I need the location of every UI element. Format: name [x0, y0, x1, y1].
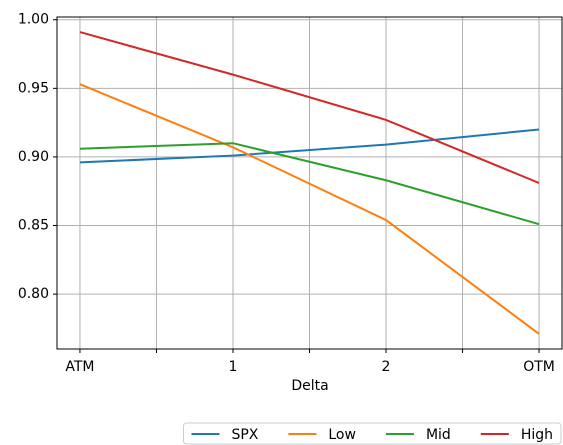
- legend-box: [182, 422, 562, 445]
- legend-item: Mid: [385, 427, 451, 443]
- line: [79, 31, 540, 184]
- line: [79, 128, 540, 164]
- y-tick-label: 0.90: [18, 149, 49, 165]
- x-tick-label: 2: [382, 359, 391, 375]
- legend: SPX Low Mid High: [182, 422, 562, 445]
- x-tick-label: OTM: [523, 359, 555, 375]
- x-tick-label: ATM: [65, 359, 94, 375]
- legend-item: High: [480, 427, 553, 443]
- legend-label: Mid: [426, 427, 451, 443]
- legend-label: SPX: [231, 427, 258, 443]
- y-tick-label: 0.95: [18, 80, 49, 96]
- line: [79, 142, 540, 226]
- line: [79, 83, 540, 335]
- x-axis-label: Delta: [291, 378, 328, 394]
- legend-label: High: [521, 427, 553, 443]
- y-tick-label: 0.80: [18, 286, 49, 302]
- x-tick-label: 1: [229, 359, 238, 375]
- legend-item: Low: [288, 427, 356, 443]
- legend-item: SPX: [191, 427, 259, 443]
- plot-frame: [56, 16, 563, 350]
- y-tick-label: 1.00: [18, 12, 49, 28]
- y-tick-label: 0.85: [18, 218, 49, 234]
- legend-label: Low: [328, 427, 356, 443]
